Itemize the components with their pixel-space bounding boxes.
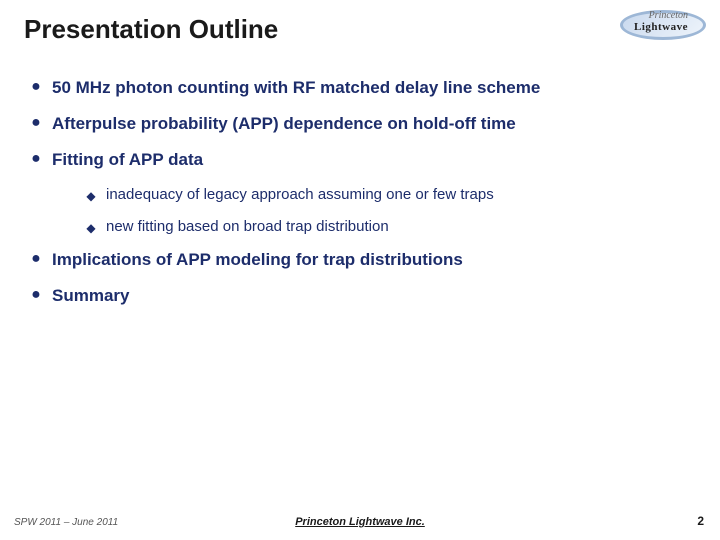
company-logo: Princeton Lightwave: [598, 6, 708, 46]
bullet-l1: ● 50 MHz photon counting with RF matched…: [20, 78, 700, 98]
logo-line1: Princeton: [634, 10, 688, 21]
bullet-l2: ◆ inadequacy of legacy approach assuming…: [76, 186, 700, 206]
diamond-marker-icon: ◆: [76, 218, 106, 238]
bullet-text: inadequacy of legacy approach assuming o…: [106, 186, 494, 203]
bullet-text: 50 MHz photon counting with RF matched d…: [52, 78, 540, 98]
bullet-marker-icon: ●: [20, 78, 52, 96]
bullet-marker-icon: ●: [20, 150, 52, 168]
bullet-l2: ◆ new fitting based on broad trap distri…: [76, 218, 700, 238]
slide: Presentation Outline Princeton Lightwave…: [0, 0, 720, 540]
logo-text: Princeton Lightwave: [634, 10, 688, 33]
bullet-l1: ● Implications of APP modeling for trap …: [20, 250, 700, 270]
page-number: 2: [697, 514, 704, 528]
bullet-text: Summary: [52, 286, 129, 306]
bullet-l1: ● Summary: [20, 286, 700, 306]
bullet-marker-icon: ●: [20, 114, 52, 132]
footer-left: SPW 2011 – June 2011: [14, 517, 118, 528]
bullet-text: Fitting of APP data: [52, 150, 203, 170]
bullet-text: new fitting based on broad trap distribu…: [106, 218, 389, 235]
footer-center: Princeton Lightwave Inc.: [295, 516, 425, 528]
bullet-marker-icon: ●: [20, 286, 52, 304]
outline-content: ● 50 MHz photon counting with RF matched…: [20, 78, 700, 322]
bullet-text: Afterpulse probability (APP) dependence …: [52, 114, 516, 134]
bullet-marker-icon: ●: [20, 250, 52, 268]
diamond-marker-icon: ◆: [76, 186, 106, 206]
bullet-text: Implications of APP modeling for trap di…: [52, 250, 463, 270]
page-title: Presentation Outline: [24, 14, 278, 45]
logo-line2: Lightwave: [634, 21, 688, 33]
bullet-l1: ● Fitting of APP data: [20, 150, 700, 170]
bullet-l1: ● Afterpulse probability (APP) dependenc…: [20, 114, 700, 134]
